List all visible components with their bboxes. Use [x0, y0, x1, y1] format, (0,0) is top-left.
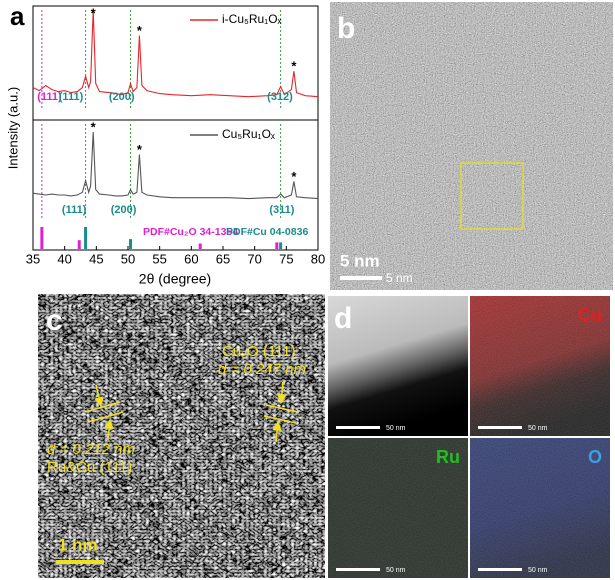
peak-label: (111): [37, 91, 62, 103]
lattice-markers: [84, 381, 299, 443]
scale-bar: [478, 426, 522, 429]
x-tick-label: 80: [311, 251, 325, 266]
peak-label: (200): [111, 204, 137, 216]
x-tick-label: 45: [89, 251, 103, 266]
plot-frame: [32, 119, 319, 251]
reference-bar: [279, 242, 283, 249]
peak-marker: *: [91, 5, 97, 20]
reference-bar: [198, 243, 202, 249]
panel-label: a: [10, 1, 25, 31]
element-label: Cu: [578, 305, 602, 325]
reference-label: PDF#Cu 04-0836: [226, 226, 308, 238]
legend-label: Cu₅Ru₁Oₓ: [222, 127, 275, 141]
panel-b: b 5 nm 5 nm: [330, 2, 613, 290]
panel-a: a Intensity (a.u.) 2θ (degree): [5, 1, 211, 287]
peak-marker: *: [291, 59, 297, 74]
x-tick-label: 60: [184, 251, 198, 266]
haadf-image: [328, 296, 468, 436]
tem-texture: [330, 2, 613, 290]
eds-texture: [328, 438, 468, 578]
x-tick-label: 75: [279, 251, 293, 266]
scale-text: 5 nm: [340, 251, 380, 270]
spacing-label: d = 0.212 nm: [47, 441, 135, 458]
reference-bar: [77, 240, 81, 249]
eds-texture: [470, 438, 610, 578]
panel-label: d: [334, 302, 352, 335]
reference-bar: [40, 227, 44, 249]
peak-marker: *: [137, 142, 143, 157]
xrd-line: [32, 9, 319, 98]
scale-text: 50 nm: [528, 567, 548, 574]
reference-bar: [84, 227, 88, 249]
scale-text: 1 nm: [58, 535, 98, 554]
x-tick-label: 65: [216, 251, 230, 266]
reference-bar: [275, 242, 279, 249]
selection-box: [460, 162, 524, 230]
scale-text: 50 nm: [528, 425, 548, 432]
element-label: Ru: [436, 447, 460, 467]
x-tick-label: 70: [247, 251, 261, 266]
legend-label: i-Cu₅Ru₁Oₓ: [222, 12, 282, 26]
panel-label: b: [337, 12, 355, 45]
x-tick-label: 35: [26, 251, 40, 266]
reference-bar: [129, 239, 133, 249]
panel-label: c: [46, 304, 63, 337]
spacing-label: d = 0.247 nm: [218, 361, 306, 378]
scale-bar: [336, 568, 380, 571]
peak-label: (200): [109, 91, 135, 103]
peak-label: (312): [267, 91, 293, 103]
peak-label: (111): [62, 204, 87, 216]
scale-bar: [478, 568, 522, 571]
xrd-line: [32, 131, 319, 200]
phase-label: Ru&Cu (111): [47, 459, 132, 476]
reference-label: PDF#Cu₂O 34-1354: [143, 226, 238, 238]
inset-scale-text: 5 nm: [386, 271, 413, 285]
x-axis-label: 2θ (degree): [139, 271, 211, 287]
panel-c: c Cu₂O (111) d = 0.247 nm d = 0.212 nm R…: [38, 294, 325, 578]
peak-label: (311): [269, 204, 294, 216]
y-axis-label: Intensity (a.u.): [5, 87, 20, 169]
scale-text: 50 nm: [386, 425, 406, 432]
scale-bar: [336, 426, 380, 429]
eds-texture: [470, 296, 610, 436]
peak-marker: *: [291, 169, 297, 184]
x-tick-label: 50: [121, 251, 135, 266]
peak-marker: *: [91, 119, 97, 134]
peak-marker: *: [137, 23, 143, 38]
scale-text: 50 nm: [386, 567, 406, 574]
x-tick-label: 40: [57, 251, 71, 266]
x-tick-label: 55: [152, 251, 166, 266]
panel-d: 50 nm d Cu 50 nm Ru 50 nm O 50 nm: [328, 296, 610, 578]
peak-label: (111): [59, 91, 84, 103]
element-label: O: [588, 447, 602, 467]
phase-label: Cu₂O (111): [222, 343, 296, 360]
